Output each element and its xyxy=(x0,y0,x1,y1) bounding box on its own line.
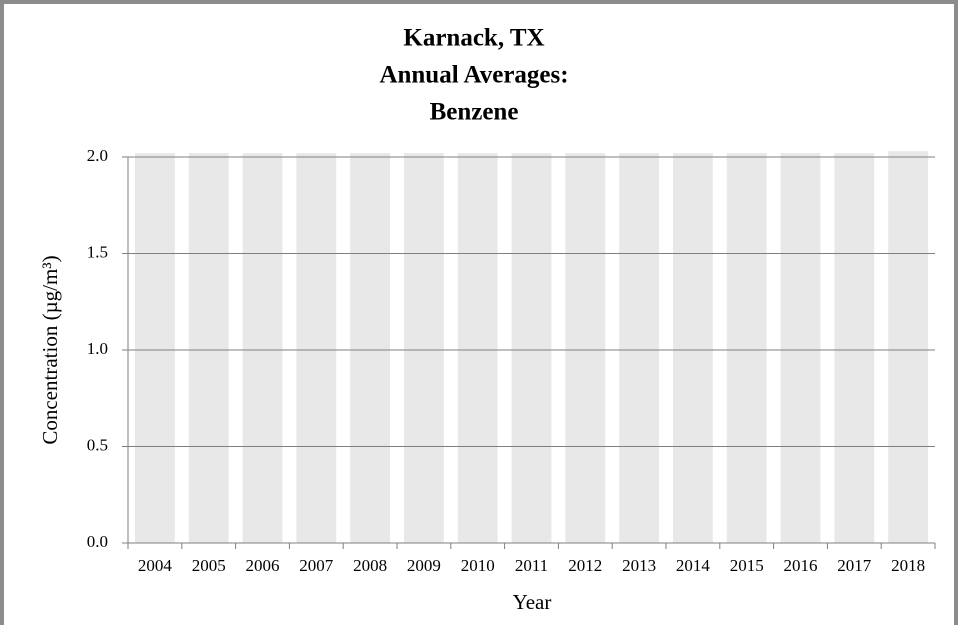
chart-title: Benzene xyxy=(430,99,519,126)
x-tick-label: 2008 xyxy=(353,556,387,575)
bar xyxy=(834,153,875,543)
x-tick-label: 2018 xyxy=(891,556,925,575)
bar xyxy=(188,153,229,543)
y-tick-label: 0.0 xyxy=(87,532,108,551)
chart-title: Annual Averages: xyxy=(379,62,568,89)
y-tick-label: 0.5 xyxy=(87,435,108,454)
x-tick-label: 2007 xyxy=(299,556,334,575)
x-tick-label: 2014 xyxy=(676,556,711,575)
bar xyxy=(403,153,444,543)
bar xyxy=(350,153,391,543)
x-tick-label: 2009 xyxy=(407,556,441,575)
bar xyxy=(619,153,660,543)
bar xyxy=(134,153,175,543)
x-tick-label: 2012 xyxy=(568,556,602,575)
bar xyxy=(565,153,606,543)
bar xyxy=(296,153,337,543)
x-tick-label: 2010 xyxy=(461,556,495,575)
x-tick-label: 2016 xyxy=(784,556,818,575)
y-tick-label: 2.0 xyxy=(87,146,108,165)
y-axis-title: Concentration (µg/m³) xyxy=(38,255,62,444)
x-tick-label: 2017 xyxy=(837,556,872,575)
bar xyxy=(672,153,713,543)
x-tick-label: 2013 xyxy=(622,556,656,575)
bar xyxy=(242,153,283,543)
x-tick-label: 2015 xyxy=(730,556,764,575)
bar xyxy=(511,153,552,543)
bar xyxy=(457,153,498,543)
bar xyxy=(726,153,767,543)
x-tick-label: 2011 xyxy=(515,556,548,575)
bar xyxy=(888,151,929,543)
bar xyxy=(780,153,821,543)
y-tick-label: 1.5 xyxy=(87,242,108,261)
x-tick-label: 2004 xyxy=(138,556,173,575)
x-axis-title: Year xyxy=(513,590,552,614)
y-tick-label: 1.0 xyxy=(87,339,108,358)
x-tick-label: 2005 xyxy=(192,556,226,575)
chart-title: Karnack, TX xyxy=(403,25,544,52)
x-tick-label: 2006 xyxy=(246,556,280,575)
